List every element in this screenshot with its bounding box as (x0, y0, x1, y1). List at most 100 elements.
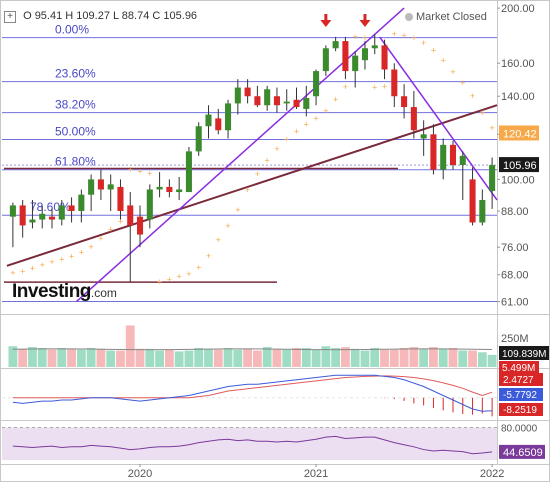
rsi-axis-label: 80.0000 (501, 423, 538, 434)
candle-body (97, 179, 104, 190)
down-arrow-icon (359, 14, 371, 27)
candle-body (361, 48, 369, 61)
sar-dot: + (225, 221, 230, 231)
close-value: 105.96 (163, 10, 198, 22)
sar-dot: + (59, 254, 64, 264)
volume-bar (487, 354, 497, 367)
logo-suffix: .com (90, 286, 117, 300)
candle-body (440, 144, 447, 170)
candle-body (146, 189, 153, 220)
sar-dot: + (177, 272, 182, 282)
sar-dot: + (489, 123, 494, 133)
x-axis-label: 2020 (128, 468, 152, 480)
sar-dot: + (196, 262, 201, 272)
candle-body (449, 144, 457, 165)
sar-dot: + (431, 46, 436, 56)
volume-bar (184, 350, 194, 367)
volume-bar (164, 349, 174, 367)
candle-body (489, 165, 496, 192)
volume-bar (341, 347, 350, 367)
volume-bar (57, 347, 67, 367)
candle-body (107, 184, 114, 190)
volume-bar (380, 349, 389, 367)
volume-axis-label: 250M (501, 333, 529, 345)
price-axis-label: 88.00 (501, 206, 529, 218)
candle-body (264, 89, 271, 106)
candle-body (381, 45, 388, 70)
sar-dot: + (255, 169, 260, 179)
candle-body (410, 107, 417, 131)
x-axis-label: 2022 (480, 468, 504, 480)
sar-dot: + (411, 33, 416, 43)
candle-body (215, 118, 222, 131)
sar-dot: + (274, 144, 279, 154)
sar-dot: + (470, 91, 475, 101)
volume-bar (350, 348, 360, 367)
sar-dot: + (235, 205, 240, 215)
candlestick-series (9, 34, 496, 283)
sar-dot: + (372, 83, 377, 93)
price-axis-label: 61.00 (501, 297, 529, 309)
y-axis-labels: 200.00160.00140.00120.00100.0088.0076.00… (497, 3, 549, 459)
sar-dot: + (10, 268, 15, 278)
volume-bar (311, 349, 321, 367)
macd-value-text: -5.7792 (503, 390, 537, 401)
parabolic-sar: + + + + + + + + + + + + + + + + + + + + + + + + + + + + + + + + + + + + + + + +… (10, 29, 494, 287)
candle-body (352, 55, 359, 72)
volume-bar (37, 347, 47, 367)
high-value: 109.27 (76, 10, 110, 22)
volume-bar (86, 347, 96, 367)
candle-body (58, 205, 65, 220)
x-axis-labels: 2020 2021 2022 (128, 464, 504, 480)
investing-logo: Investing.com (12, 281, 117, 303)
volume-bar (96, 348, 106, 367)
candle-body (283, 101, 290, 104)
sar-value-text: 120.42 (503, 128, 537, 140)
sar-dot: + (323, 106, 328, 116)
sar-dot: + (20, 267, 25, 277)
sar-dot: + (40, 260, 45, 270)
volume-bar (135, 348, 145, 367)
sar-dot: + (79, 248, 84, 258)
fib-level-label: 78.60% (30, 200, 71, 214)
volume-bar (194, 347, 204, 367)
volume-bar (370, 347, 380, 367)
rsi-band (2, 427, 497, 460)
price-axis-label: 68.00 (501, 270, 529, 282)
candle-body (401, 96, 408, 108)
candle-body (313, 71, 320, 97)
volume-bar (233, 349, 243, 367)
macd-line (12, 374, 493, 412)
sar-dot: + (69, 252, 74, 262)
market-status: Market Closed (405, 11, 487, 23)
candle-body (127, 205, 134, 226)
candle-body (391, 69, 398, 97)
volume-bar (76, 349, 86, 367)
sar-dot: + (147, 168, 152, 178)
volume-bar (243, 348, 253, 367)
volume-value-tag (499, 346, 549, 360)
sar-dot: + (333, 94, 338, 104)
price-axis-label: 160.00 (501, 58, 535, 70)
candle-body (156, 186, 163, 190)
low-value: 88.74 (121, 10, 150, 22)
expand-icon[interactable]: + (4, 11, 16, 23)
macd-series (2, 374, 497, 417)
sar-dot: + (265, 155, 270, 165)
sar-dot: + (362, 33, 367, 43)
candle-body (430, 134, 437, 170)
volume-bar (448, 347, 458, 367)
candle-body (244, 87, 251, 97)
macd-value-tag (499, 388, 543, 401)
candle-body (195, 126, 202, 152)
sar-dot: + (186, 269, 191, 279)
candle-body (479, 199, 486, 223)
candle-body (322, 48, 329, 72)
downtrend-line (379, 36, 498, 201)
volume-bar (145, 348, 155, 367)
candle-body (273, 96, 280, 106)
volume-bar (28, 347, 37, 367)
volume-bar (419, 348, 429, 367)
volume-bar (116, 350, 125, 367)
sar-dot: + (460, 78, 465, 88)
